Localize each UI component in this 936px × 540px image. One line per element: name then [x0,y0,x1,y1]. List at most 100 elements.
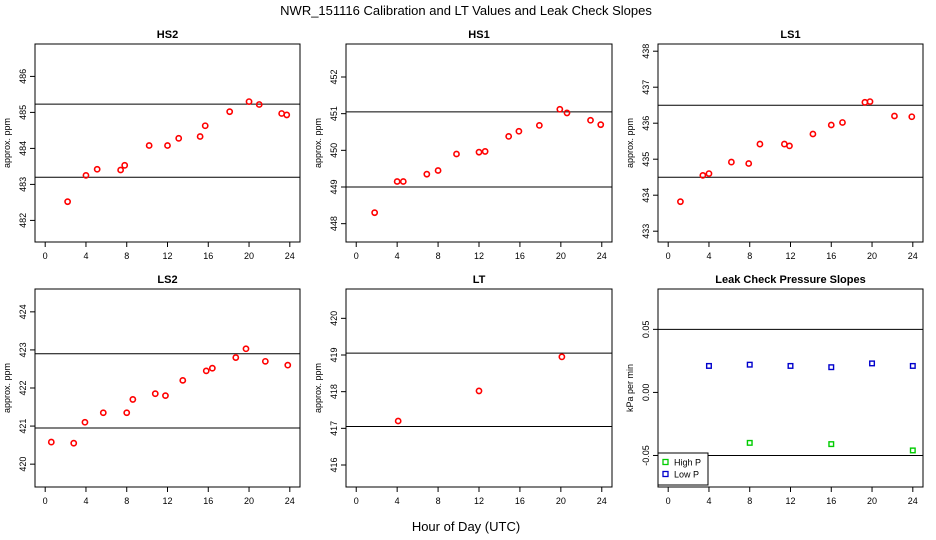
x-tick-label: 16 [826,496,836,506]
panel-title: HS2 [157,29,178,41]
y-tick-label: 434 [641,188,651,203]
data-point [117,166,125,174]
x-tick-label: 4 [395,496,400,506]
figure-title: NWR_151116 Calibration and LT Values and… [280,3,652,18]
x-tick-label: 20 [867,251,877,261]
data-point [145,142,153,149]
legend-marker [662,458,669,466]
y-tick-label: 449 [329,179,339,194]
legend-marker [662,470,669,478]
x-tick-label: 20 [244,251,254,261]
x-tick-label: 8 [436,496,441,506]
y-tick-label: 436 [641,116,651,131]
data-point [909,362,916,369]
plot-frame [34,288,301,488]
data-point [164,142,171,149]
y-tick-label: 433 [641,224,651,239]
x-tick-label: 12 [474,251,484,261]
y-tick-label: 438 [641,44,651,59]
y-tick-label: 416 [329,457,339,472]
y-axis-label: approx. ppm [625,118,635,168]
data-point [242,345,250,353]
data-point [399,178,407,185]
y-axis-label: approx. ppm [2,118,12,168]
y-tick-label: 419 [329,347,339,362]
x-tick-label: 12 [162,496,172,506]
y-tick-label: 423 [18,342,28,357]
y-tick-label: -0.05 [641,445,651,466]
data-point [245,98,253,105]
panel-title: LS2 [157,274,177,286]
x-tick-label: 24 [908,251,918,261]
y-tick-label: 485 [18,105,28,120]
x-tick-label: 8 [436,251,441,261]
x-tick-label: 8 [124,496,129,506]
y-axis-label: approx. ppm [313,363,323,413]
data-point [866,98,874,105]
data-point [828,364,835,371]
x-tick-label: 24 [597,251,607,261]
y-tick-label: 482 [18,213,28,228]
data-point [283,111,291,119]
data-point [475,148,483,156]
x-tick-label: 20 [556,251,566,261]
data-point [677,198,684,206]
x-tick-label: 8 [124,251,129,261]
panel-ls2: LS2 approx. ppm 0 4 8 12 16 20 24 420 421 422 423 424 [2,274,301,506]
plot-frame [345,43,613,243]
x-tick-label: 12 [785,251,795,261]
x-tick-label: 16 [826,251,836,261]
data-point [202,367,210,375]
data-point [175,134,183,142]
y-tick-label: 420 [18,457,28,472]
y-tick-label: 483 [18,177,28,192]
x-tick-label: 4 [706,251,711,261]
panels: HS2 approx. ppm 0 4 8 12 16 20 24 482 483 4 8 4 485 486… [2,29,924,506]
legend-box [657,452,709,486]
data-point [261,357,269,365]
y-tick-label: 422 [18,380,28,395]
data-point [475,387,483,395]
x-tick-label: 24 [285,496,295,506]
data-point [70,439,78,447]
y-axis-label: approx. ppm [313,118,323,168]
data-point [453,150,460,158]
data-point [705,362,712,369]
data-point [208,364,216,372]
panel-title: LS1 [780,29,800,41]
y-tick-label: 0.00 [641,384,651,402]
data-point [787,362,794,369]
y-tick-label: 0.05 [641,321,651,339]
data-point [597,121,605,129]
x-tick-label: 0 [666,496,671,506]
x-tick-label: 20 [867,496,877,506]
x-tick-label: 24 [597,496,607,506]
legend-label: Low P [674,470,699,480]
y-tick-label: 418 [329,384,339,399]
x-tick-label: 4 [83,251,88,261]
x-tick-label: 16 [203,251,213,261]
y-tick-label: 448 [329,216,339,231]
data-point [129,396,137,403]
data-point [284,361,292,369]
data-point [226,108,234,116]
data-point [255,101,263,108]
x-tick-label: 4 [395,251,400,261]
data-point [393,178,401,185]
data-point [162,392,169,400]
x-tick-label: 16 [515,251,525,261]
y-tick-label: 486 [18,69,28,84]
data-point [93,165,101,173]
x-tick-label: 0 [354,496,359,506]
data-point [699,171,707,179]
data-point [756,140,764,148]
x-tick-label: 16 [515,496,525,506]
data-point [535,122,543,129]
x-tick-label: 4 [83,496,88,506]
data-point [587,116,594,124]
x-tick-label: 20 [244,496,254,506]
x-tick-label: 8 [747,251,752,261]
data-point [909,447,916,454]
data-point [809,130,817,138]
